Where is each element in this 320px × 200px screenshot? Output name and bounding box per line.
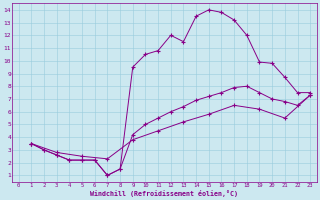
X-axis label: Windchill (Refroidissement éolien,°C): Windchill (Refroidissement éolien,°C): [91, 190, 238, 197]
